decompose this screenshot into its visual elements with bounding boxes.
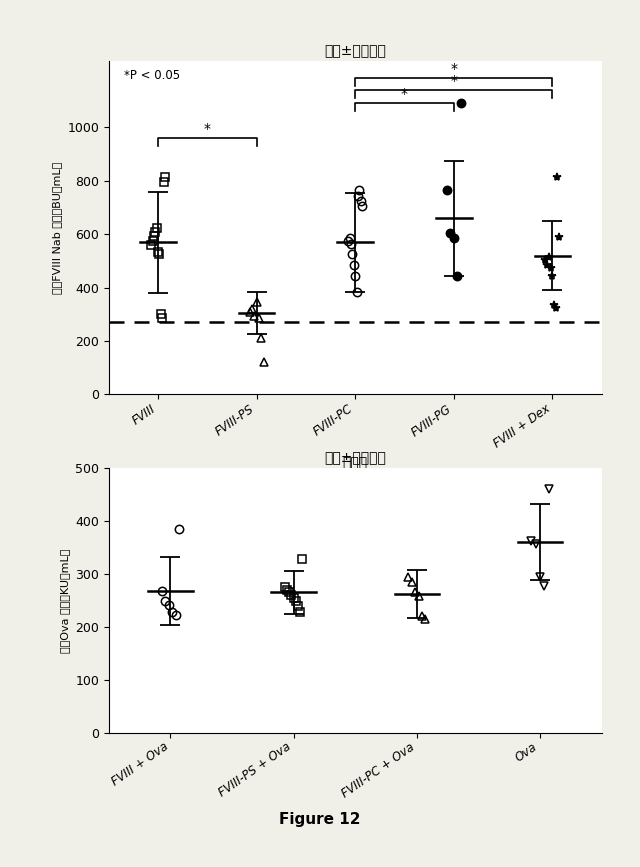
Text: *: * [204,122,211,136]
Text: *: * [451,74,457,88]
Y-axis label: 抗－Ova 力価（KU／mL）: 抗－Ova 力価（KU／mL） [60,548,70,653]
Text: *P < 0.05: *P < 0.05 [124,69,180,82]
Title: 平均±標準偏差: 平均±標準偏差 [324,44,386,58]
Text: *: * [451,62,457,76]
X-axis label: １１週: １１週 [342,456,368,470]
Text: *: * [401,88,408,101]
Text: Figure 12: Figure 12 [279,812,361,827]
Y-axis label: 抗－FVIII Nab 力価（BU／mL）: 抗－FVIII Nab 力価（BU／mL） [52,161,61,294]
Title: 平均±標準偏差: 平均±標準偏差 [324,452,386,466]
